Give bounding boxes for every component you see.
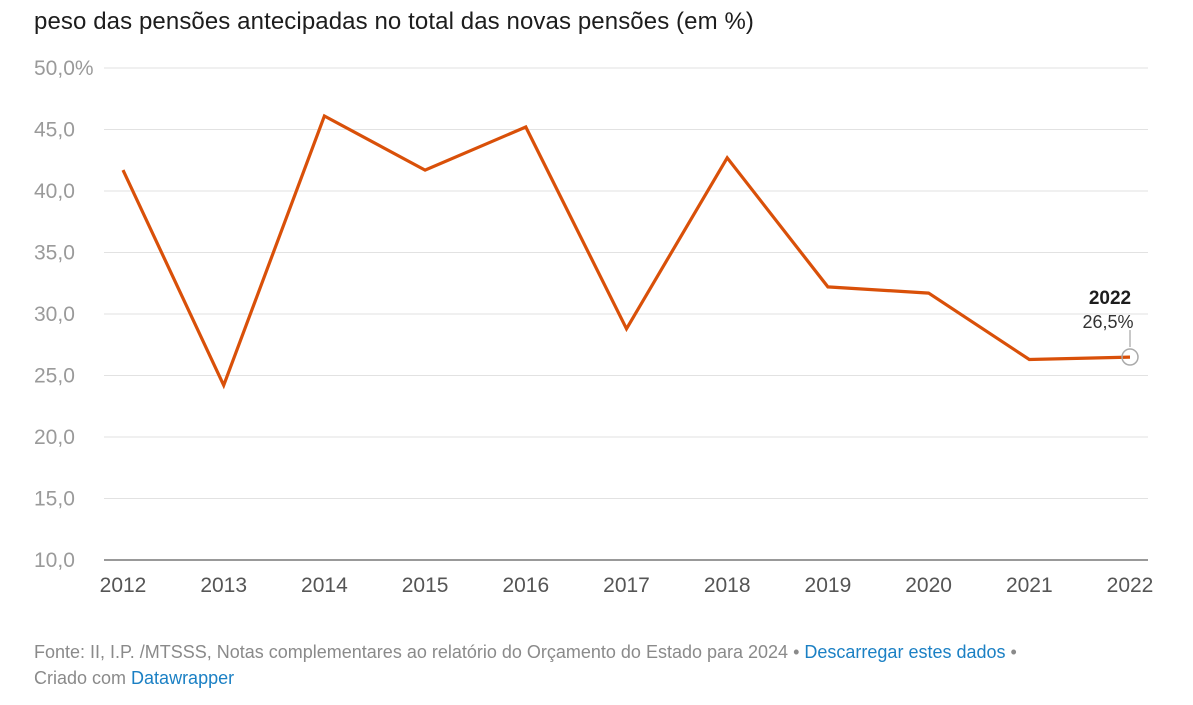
annotation-year: 2022 bbox=[1089, 288, 1131, 309]
x-tick-label: 2012 bbox=[100, 574, 147, 597]
y-tick-label: 45,0 bbox=[34, 119, 75, 142]
y-axis: 10,0 15,0 20,0 25,0 30,0 35,0 40,0 45,0 50,0% bbox=[34, 57, 94, 572]
annotation-value: 26,5% bbox=[1082, 312, 1133, 332]
x-tick-label: 2017 bbox=[603, 574, 650, 597]
y-tick-label: 15,0 bbox=[34, 488, 75, 511]
series-line bbox=[121, 113, 1131, 390]
y-tick-label: 20,0 bbox=[34, 426, 75, 449]
chart-footer: Fonte: II, I.P. /MTSSS, Notas complement… bbox=[34, 639, 1164, 691]
x-tick-label: 2014 bbox=[301, 574, 348, 597]
y-tick-label: 30,0 bbox=[34, 303, 75, 326]
x-tick-label: 2013 bbox=[200, 574, 247, 597]
y-tick-label: 50,0% bbox=[34, 57, 94, 80]
x-tick-label: 2019 bbox=[805, 574, 852, 597]
x-tick-label: 2016 bbox=[502, 574, 549, 597]
x-tick-label: 2022 bbox=[1107, 574, 1154, 597]
end-point-marker bbox=[1121, 348, 1139, 366]
y-tick-label: 40,0 bbox=[34, 180, 75, 203]
gridlines bbox=[104, 67, 1148, 561]
separator: • bbox=[793, 642, 800, 662]
y-tick-label: 10,0 bbox=[34, 549, 75, 572]
series-layer bbox=[121, 113, 1131, 390]
source-text: Fonte: II, I.P. /MTSSS, Notas complement… bbox=[34, 642, 789, 662]
separator: • bbox=[1010, 642, 1017, 662]
end-annotation: 2022 26,5% bbox=[1082, 288, 1139, 366]
x-tick-label: 2015 bbox=[402, 574, 449, 597]
datawrapper-link[interactable]: Datawrapper bbox=[131, 668, 235, 688]
x-tick-label: 2021 bbox=[1006, 574, 1053, 597]
created-with-text: Criado com bbox=[34, 668, 127, 688]
download-data-link[interactable]: Descarregar estes dados bbox=[804, 642, 1006, 662]
y-tick-label: 35,0 bbox=[34, 242, 75, 265]
chart-title: peso das pensões antecipadas no total da… bbox=[34, 8, 754, 35]
y-tick-label: 25,0 bbox=[34, 365, 75, 388]
x-tick-label: 2020 bbox=[905, 574, 952, 597]
x-tick-label: 2018 bbox=[704, 574, 751, 597]
x-axis: 2012 2013 2014 2015 2016 2017 2018 2019 2020 2021… bbox=[100, 574, 1154, 597]
